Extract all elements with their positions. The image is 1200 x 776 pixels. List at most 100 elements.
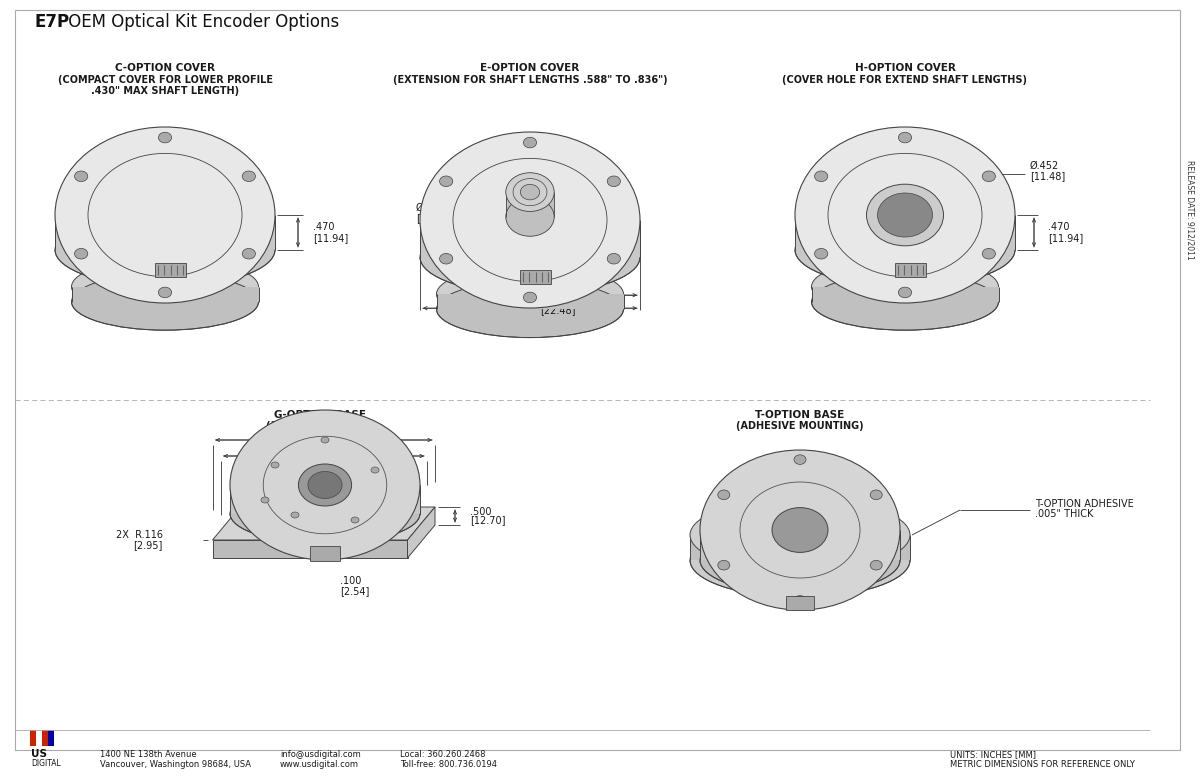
Text: Toll-free: 800.736.0194: Toll-free: 800.736.0194 xyxy=(400,760,497,769)
Ellipse shape xyxy=(815,248,828,259)
Ellipse shape xyxy=(299,464,352,506)
Ellipse shape xyxy=(796,213,1015,287)
Bar xyxy=(895,263,926,277)
Text: [16.89]: [16.89] xyxy=(540,293,575,302)
Bar xyxy=(520,270,551,284)
Text: Local: 360.260.2468: Local: 360.260.2468 xyxy=(400,750,486,759)
Ellipse shape xyxy=(437,281,624,338)
Ellipse shape xyxy=(420,220,640,294)
Ellipse shape xyxy=(607,176,620,186)
Text: US: US xyxy=(31,749,47,759)
Ellipse shape xyxy=(700,450,900,610)
Polygon shape xyxy=(420,220,640,257)
Bar xyxy=(30,730,36,746)
Ellipse shape xyxy=(308,472,342,498)
Bar xyxy=(155,230,179,258)
Bar xyxy=(520,235,545,266)
Text: (1.812" MOUNTING): (1.812" MOUNTING) xyxy=(265,421,374,431)
Bar xyxy=(48,730,54,746)
Ellipse shape xyxy=(55,127,275,303)
Text: OEM Optical Kit Encoder Options: OEM Optical Kit Encoder Options xyxy=(64,13,340,31)
Text: .430" MAX SHAFT LENGTH): .430" MAX SHAFT LENGTH) xyxy=(91,86,239,96)
Ellipse shape xyxy=(74,171,88,182)
Ellipse shape xyxy=(710,504,890,565)
Ellipse shape xyxy=(718,490,730,500)
Text: METRIC DIMENSIONS FOR REFERENCE ONLY: METRIC DIMENSIONS FOR REFERENCE ONLY xyxy=(950,760,1135,769)
Ellipse shape xyxy=(815,171,828,182)
Ellipse shape xyxy=(439,254,452,264)
Ellipse shape xyxy=(811,258,998,315)
Ellipse shape xyxy=(454,158,607,282)
Ellipse shape xyxy=(690,498,910,572)
Text: (EXTENSION FOR SHAFT LENGTHS .588" TO .836"): (EXTENSION FOR SHAFT LENGTHS .588" TO .8… xyxy=(392,75,667,85)
Text: C-OPTION COVER: C-OPTION COVER xyxy=(115,63,215,73)
Text: [12.70]: [12.70] xyxy=(470,514,505,525)
Text: (COMPACT COVER FOR LOWER PROFILE: (COMPACT COVER FOR LOWER PROFILE xyxy=(58,75,272,85)
Ellipse shape xyxy=(158,132,172,143)
Text: 1.812 [46.02]: 1.812 [46.02] xyxy=(290,443,356,453)
Ellipse shape xyxy=(506,198,554,236)
Polygon shape xyxy=(212,507,436,540)
Bar xyxy=(36,730,42,746)
Ellipse shape xyxy=(899,132,912,143)
Text: H-OPTION COVER: H-OPTION COVER xyxy=(854,63,955,73)
Text: .500: .500 xyxy=(470,508,492,518)
Text: 2.100 [53.34]: 2.100 [53.34] xyxy=(290,427,356,437)
Text: RELEASE DATE: 9/12/2011: RELEASE DATE: 9/12/2011 xyxy=(1186,160,1194,260)
Ellipse shape xyxy=(983,248,996,259)
Ellipse shape xyxy=(740,482,860,578)
Bar xyxy=(310,546,340,560)
Polygon shape xyxy=(72,287,258,302)
Text: .470: .470 xyxy=(313,222,335,232)
Polygon shape xyxy=(506,192,554,217)
Ellipse shape xyxy=(514,178,547,206)
Polygon shape xyxy=(408,507,436,558)
Ellipse shape xyxy=(371,467,379,473)
Ellipse shape xyxy=(439,176,452,186)
Ellipse shape xyxy=(870,560,882,570)
Text: www.usdigital.com: www.usdigital.com xyxy=(280,760,359,769)
Text: [11.94]: [11.94] xyxy=(313,233,348,243)
Ellipse shape xyxy=(772,508,828,553)
Ellipse shape xyxy=(72,258,258,315)
Ellipse shape xyxy=(437,265,624,323)
Ellipse shape xyxy=(420,132,640,308)
Ellipse shape xyxy=(322,437,329,443)
Text: [2.95]: [2.95] xyxy=(133,540,162,550)
Ellipse shape xyxy=(230,483,420,544)
Ellipse shape xyxy=(866,184,943,246)
Text: Ø.452: Ø.452 xyxy=(1030,161,1060,171)
Bar xyxy=(155,263,186,277)
Ellipse shape xyxy=(690,523,910,598)
Text: [12.99]: [12.99] xyxy=(416,213,451,223)
Ellipse shape xyxy=(262,497,269,503)
Ellipse shape xyxy=(292,512,299,518)
Ellipse shape xyxy=(828,154,982,276)
Ellipse shape xyxy=(55,213,275,287)
Polygon shape xyxy=(55,215,275,250)
Text: [22.48]: [22.48] xyxy=(540,305,575,315)
Polygon shape xyxy=(700,530,900,560)
Text: E-OPTION COVER: E-OPTION COVER xyxy=(480,63,580,73)
Polygon shape xyxy=(437,294,624,309)
Bar xyxy=(786,596,814,610)
Text: Ø.511: Ø.511 xyxy=(416,203,445,213)
Text: info@usdigital.com: info@usdigital.com xyxy=(280,750,361,759)
Text: Vancouver, Washington 98684, USA: Vancouver, Washington 98684, USA xyxy=(100,760,251,769)
Text: UNITS: INCHES [MM]: UNITS: INCHES [MM] xyxy=(950,750,1036,759)
Text: [11.48]: [11.48] xyxy=(1030,171,1066,182)
Text: .470: .470 xyxy=(1048,222,1069,232)
Ellipse shape xyxy=(230,410,420,560)
Text: 1400 NE 138th Avenue: 1400 NE 138th Avenue xyxy=(100,750,197,759)
Bar xyxy=(895,230,919,258)
Ellipse shape xyxy=(794,455,806,464)
Text: DIGITAL: DIGITAL xyxy=(31,760,61,768)
Text: .100: .100 xyxy=(340,576,361,586)
Text: E7P: E7P xyxy=(35,13,70,31)
Polygon shape xyxy=(796,215,1015,250)
Ellipse shape xyxy=(718,560,730,570)
Ellipse shape xyxy=(870,490,882,500)
Ellipse shape xyxy=(263,436,386,534)
Ellipse shape xyxy=(158,287,172,298)
Ellipse shape xyxy=(899,287,912,298)
